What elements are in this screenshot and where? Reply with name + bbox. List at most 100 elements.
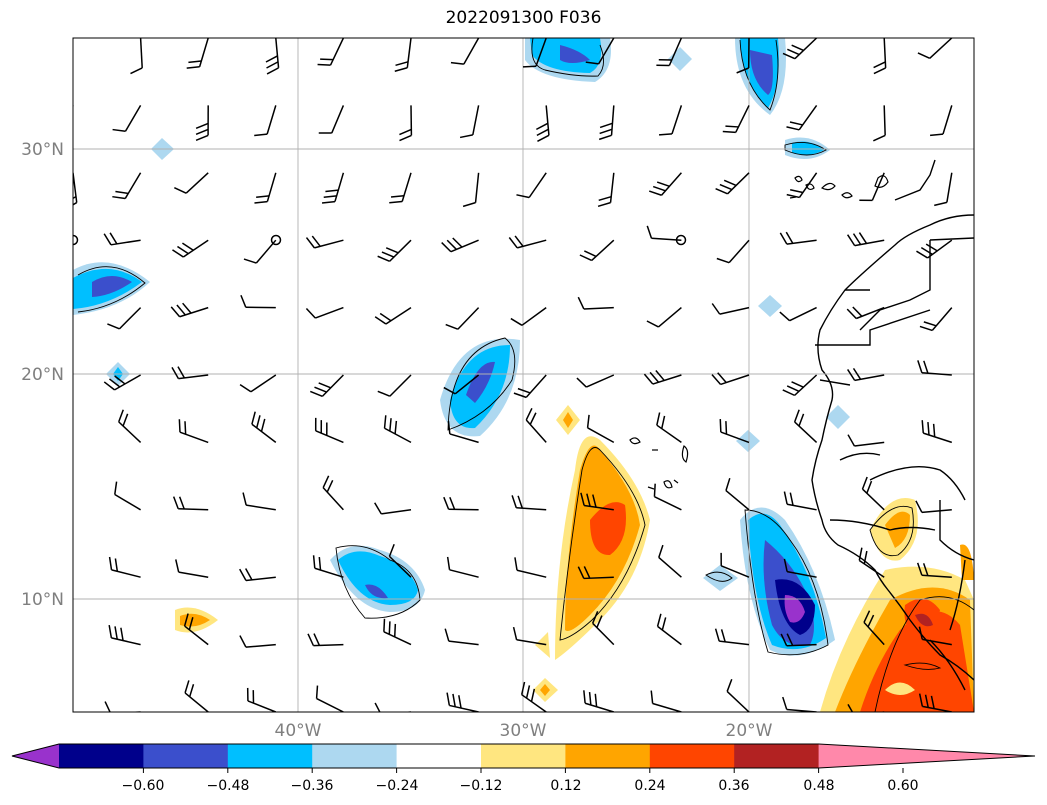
wind-barb: [720, 552, 750, 578]
wind-barb: [921, 420, 953, 444]
wind-barb: [195, 105, 209, 142]
colorbar-segment: [227, 744, 313, 768]
colorbar-segment: [59, 744, 144, 768]
wind-barb: [314, 417, 344, 444]
wind-barb: [656, 412, 682, 444]
wind-barb: [73, 105, 74, 135]
wind-barb: [446, 692, 479, 712]
wind-barb: [512, 626, 547, 646]
wind-barb: [736, 38, 750, 74]
colorbar-tick-label: 0.48: [803, 778, 834, 794]
wind-barb: [859, 172, 885, 202]
map-frame: [72, 37, 975, 713]
wind-barb: [716, 239, 750, 264]
wind-barb: [579, 239, 615, 262]
wind-barb: [863, 610, 885, 646]
wind-barb: [73, 699, 74, 712]
wind-barb: [240, 294, 276, 309]
wind-barb: [242, 492, 276, 511]
lat-tick-label: 30°N: [21, 140, 64, 160]
wind-barb: [172, 239, 209, 258]
wind-barb: [648, 172, 682, 196]
wind-barb: [389, 172, 412, 204]
wind-barb: [779, 231, 817, 245]
wind-barb: [394, 38, 412, 72]
wind-barb: [444, 628, 479, 646]
wind-barb: [388, 543, 412, 578]
colorbar-segment: [143, 744, 229, 768]
anomaly-fields: [73, 38, 974, 712]
colorbar-segment: [565, 744, 651, 768]
wind-barb: [239, 374, 277, 393]
wind-barb: [656, 613, 682, 646]
wind-barb: [861, 476, 885, 511]
wind-barb: [780, 633, 817, 647]
wind-barb: [786, 104, 818, 131]
colorbar-tick-label: 0.12: [550, 778, 581, 794]
wind-barb: [917, 360, 952, 376]
wind-barb: [374, 502, 412, 515]
wind-barb: [643, 370, 682, 385]
wind-barb: [445, 307, 480, 330]
wind-barb: [658, 544, 682, 578]
wind-barb: [917, 38, 953, 60]
wind-barb: [73, 566, 74, 578]
colorbar-tick-label: −0.60: [122, 778, 165, 794]
wind-barb: [580, 492, 614, 511]
lat-tick-labels: 30°N 20°N 10°N: [21, 140, 64, 610]
wind-barb: [714, 628, 750, 646]
wind-barb: [597, 172, 615, 208]
wind-barb: [450, 38, 480, 65]
wind-barb: [312, 555, 344, 578]
lon-tick-label: 20°W: [726, 721, 773, 741]
colorbar-tick-label: 0.60: [887, 778, 918, 794]
wind-barb: [239, 568, 276, 582]
wind-barb: [598, 105, 615, 141]
wind-barb: [118, 409, 142, 443]
wind-barb: [916, 562, 952, 578]
colorbar-tick-label: 0.36: [718, 778, 749, 794]
wind-barb: [107, 307, 142, 330]
wind-barb: [374, 306, 412, 325]
wind-barb: [516, 172, 547, 199]
wind-barb: [462, 172, 480, 208]
wind-barb: [184, 680, 209, 712]
wind-barb: [779, 306, 817, 322]
wind-barb: [73, 172, 78, 210]
wind-barb: [114, 481, 141, 511]
wind-barb: [73, 239, 74, 259]
wind-barb: [459, 105, 480, 139]
lon-tick-label: 40°W: [275, 721, 322, 741]
calm-wind-circle: [270, 234, 282, 246]
wind-barb: [103, 232, 141, 246]
wind-barb: [522, 38, 547, 68]
wind-barb: [443, 496, 479, 511]
wind-barb: [441, 237, 479, 253]
wind-barb: [508, 235, 547, 249]
wind-barb: [322, 475, 344, 511]
wind-barb: [858, 547, 885, 578]
wind-barb: [307, 633, 344, 647]
wind-barb: [511, 495, 547, 511]
wind-barb: [321, 172, 345, 204]
map-area: [73, 38, 974, 712]
wind-barb: [846, 232, 885, 247]
wind-barb: [251, 411, 277, 443]
colorbar-outline: [11, 743, 1036, 769]
colorbar-segment: [396, 744, 482, 768]
wind-barb: [525, 407, 547, 443]
contour-lines: [77, 38, 974, 712]
wind-barb: [918, 693, 952, 712]
wind-barb: [172, 496, 209, 511]
colorbar-segment: [481, 744, 566, 768]
colorbar-extend-high: [818, 744, 1035, 768]
wind-barb: [786, 172, 818, 199]
wind-barb: [130, 38, 143, 75]
islands: [629, 175, 889, 490]
wind-barb: [711, 303, 750, 315]
wind-barb: [174, 172, 209, 194]
wind-barb: [186, 38, 209, 69]
wind-barb: [846, 367, 885, 382]
wind-barb: [446, 556, 479, 578]
wind-barb: [918, 626, 952, 646]
